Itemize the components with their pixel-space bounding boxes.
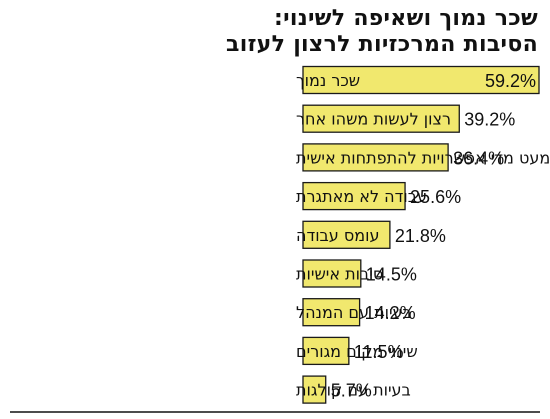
bar-4 <box>302 181 406 211</box>
category-label-2: רצון לעשות משהו אחר <box>296 110 451 129</box>
chart-title-line-2: הסיבות המרכזיות לרצון לעזוב <box>226 32 538 57</box>
chart-title: שכר נמוך ושאיפה לשינוי: הסיבות המרכזיות … <box>12 6 538 58</box>
category-label-5: עומס עבודה <box>296 226 380 245</box>
chart-title-line-1: שכר נמוך ושאיפה לשינוי: <box>274 6 538 31</box>
category-label-6: סיבות אישיות <box>296 265 383 284</box>
value-label-2: 39.2% <box>464 110 515 130</box>
bar-5 <box>302 220 391 249</box>
value-label-7: 14.2% <box>365 303 416 323</box>
bar-9 <box>302 375 327 404</box>
value-label-5: 21.8% <box>395 226 446 246</box>
bar-8 <box>302 336 350 366</box>
bar-2 <box>302 104 460 133</box>
bar-6 <box>302 259 362 288</box>
bar-7 <box>302 298 361 327</box>
value-label-3: 36.4% <box>453 148 504 168</box>
category-label-1: שכר נמוך <box>296 71 360 90</box>
value-label-6: 14.5% <box>366 265 417 285</box>
value-label-8: 11.5% <box>354 342 404 362</box>
bar-3 <box>302 143 449 172</box>
category-label-3: מעט מדי אפשרויות להתפתחות אישית <box>296 148 550 167</box>
bar-1 <box>302 65 540 95</box>
category-label-7: בעיות עם המנהל <box>296 303 412 322</box>
category-label-8: שינוי מקום מגורים <box>296 342 418 361</box>
value-label-4: 25.6% <box>410 187 461 207</box>
value-label-9: 5.7% <box>331 381 372 401</box>
value-label-1: 59.2% <box>485 71 536 91</box>
category-label-4: עבודה לא מאתגרת <box>296 187 427 206</box>
category-label-9: בעיות עם קולגות <box>296 381 411 400</box>
